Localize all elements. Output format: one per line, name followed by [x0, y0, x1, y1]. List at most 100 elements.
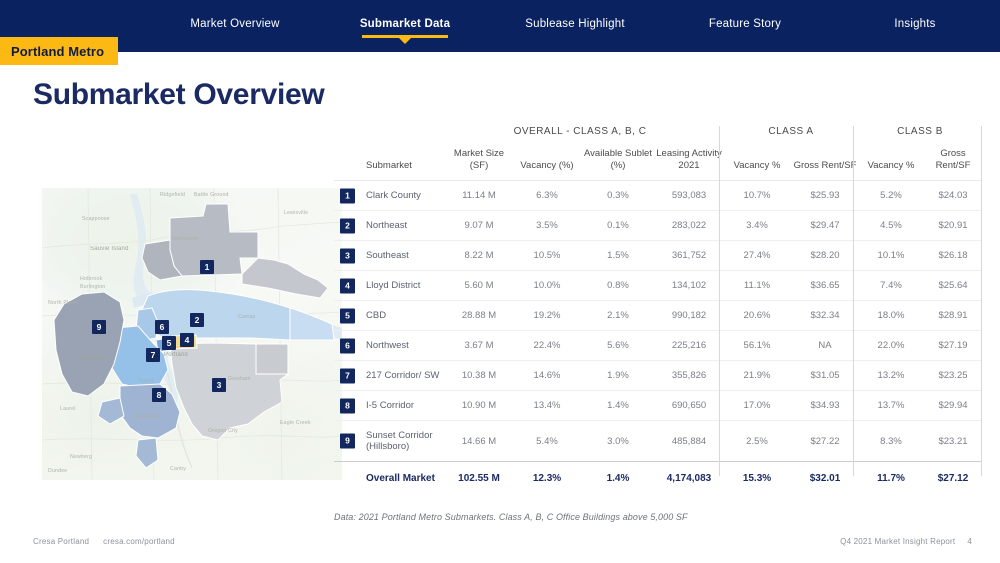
table-row[interactable]: 9 Sunset Corridor (Hillsboro) 14.66 M 5.4% 3…: [334, 420, 982, 462]
cell-a-rent: $32.34: [792, 300, 858, 331]
col-header-market-size: Market Size (SF): [453, 148, 505, 171]
chevron-down-icon: [399, 38, 411, 44]
cell-market-size: 10.90 M: [444, 390, 514, 421]
divider-class-b: [853, 126, 854, 476]
group-header-class-a: CLASS A: [768, 126, 814, 137]
cell-market-size: 3.67 M: [444, 330, 514, 361]
cell-market-size: 8.22 M: [444, 240, 514, 271]
table-group-header-row: OVERALL - CLASS A, B, C CLASS A CLASS B: [334, 126, 982, 148]
row-number-badge: 2: [340, 218, 355, 233]
map-marker-4[interactable]: 4: [180, 333, 194, 347]
top-navigation-bar: Market Overview Submarket Data Sublease Hi…: [0, 0, 1000, 52]
map-place-label: Lewisville: [284, 210, 309, 216]
cell-total-available-sublet: 1.4%: [580, 461, 656, 494]
cell-submarket: 3 Southeast: [334, 240, 444, 271]
cell-a-vacancy: 20.6%: [722, 300, 792, 331]
map-region-8b: [97, 397, 125, 425]
footer-website[interactable]: cresa.com/portland: [103, 537, 175, 546]
map-place-label: Tigard: [138, 378, 154, 384]
map-marker-1[interactable]: 1: [200, 260, 214, 274]
nav-tab-label: Sublease Highlight: [525, 18, 625, 30]
table-row[interactable]: 3 Southeast 8.22 M 10.5% 1.5% 361,752 27.4% $28…: [334, 240, 982, 271]
market-badge: Portland Metro: [0, 37, 119, 65]
cell-b-vacancy: 7.4%: [858, 270, 924, 301]
cell-b-rent: $28.91: [924, 300, 982, 331]
nav-tab-feature-story[interactable]: Feature Story: [660, 0, 830, 30]
nav-tab-submarket-data[interactable]: Submarket Data: [320, 0, 490, 44]
cell-a-vacancy: 11.1%: [722, 270, 792, 301]
table-row[interactable]: 1 Clark County 11.14 M 6.3% 0.3% 593,083 10.7%…: [334, 180, 982, 211]
footer-report-title: Q4 2021 Market Insight Report: [840, 537, 956, 546]
cell-a-vacancy: 27.4%: [722, 240, 792, 271]
submarket-label: Northwest: [366, 340, 409, 351]
cell-a-vacancy: 2.5%: [722, 420, 792, 462]
cell-b-vacancy: 18.0%: [858, 300, 924, 331]
cell-vacancy: 10.5%: [514, 240, 580, 271]
map-marker-2[interactable]: 2: [190, 313, 204, 327]
nav-tab-sublease-highlight[interactable]: Sublease Highlight: [490, 0, 660, 30]
map-region-8c: [135, 437, 159, 469]
cell-b-vacancy: 10.1%: [858, 240, 924, 271]
col-header-vacancy: Vacancy (%): [520, 159, 574, 171]
nav-tab-label: Submarket Data: [359, 18, 451, 30]
submarket-label: Lloyd District: [366, 280, 421, 291]
submarket-map[interactable]: Sauvie Island Scappoose Holbrook Burling…: [42, 188, 342, 480]
map-marker-8[interactable]: 8: [152, 388, 166, 402]
table-row[interactable]: 2 Northeast 9.07 M 3.5% 0.1% 283,022 3.4% $29.4…: [334, 210, 982, 241]
table-row[interactable]: 5 CBD 28.88 M 19.2% 2.1% 990,182 20.6% $32.34 18…: [334, 300, 982, 331]
cell-total-b-rent: $27.12: [924, 461, 982, 494]
cell-submarket: 1 Clark County: [334, 180, 444, 211]
table-row[interactable]: 4 Lloyd District 5.60 M 10.0% 0.8% 134,102 11.…: [334, 270, 982, 301]
map-place-label: Sauvie Island: [90, 246, 129, 252]
table-total-row: Overall Market 102.55 M 12.3% 1.4% 4,174,083…: [334, 461, 982, 494]
nav-tab-insights[interactable]: Insights: [830, 0, 1000, 30]
cell-b-rent: $23.21: [924, 420, 982, 462]
map-place-label: Holbrook: [80, 276, 103, 282]
cell-b-vacancy: 13.7%: [858, 390, 924, 421]
cell-a-vacancy: 21.9%: [722, 360, 792, 391]
submarket-table-container: OVERALL - CLASS A, B, C CLASS A CLASS B: [334, 126, 982, 494]
cell-available-sublet: 1.9%: [580, 360, 656, 391]
table-row[interactable]: 8 I-5 Corridor 10.90 M 13.4% 1.4% 690,650 17.0…: [334, 390, 982, 421]
map-place-label: North Plains: [48, 300, 79, 306]
cell-b-rent: $24.03: [924, 180, 982, 211]
map-place-label: Portland: [164, 352, 188, 358]
nav-tab-market-overview[interactable]: Market Overview: [150, 0, 320, 30]
map-place-label: Vancouver: [172, 236, 199, 242]
cell-a-vacancy: 56.1%: [722, 330, 792, 361]
map-place-label: Camas: [238, 314, 256, 320]
footer-page-number: 4: [967, 537, 972, 546]
row-number-badge: 5: [340, 308, 355, 323]
cell-leasing-activity: 990,182: [656, 300, 722, 331]
footer-company: Cresa Portland: [33, 537, 90, 546]
row-number-badge: 8: [340, 398, 355, 413]
nav-tab-label: Insights: [894, 18, 936, 30]
col-header-available-sublet: Available Sublet (%): [584, 148, 652, 171]
cell-total-vacancy: 12.3%: [514, 461, 580, 494]
cell-vacancy: 3.5%: [514, 210, 580, 241]
table-row[interactable]: 6 Northwest 3.67 M 22.4% 5.6% 225,216 56.1% NA 2…: [334, 330, 982, 361]
cell-market-size: 5.60 M: [444, 270, 514, 301]
map-marker-3[interactable]: 3: [212, 378, 226, 392]
table-row[interactable]: 7 217 Corridor/ SW 10.38 M 14.6% 1.9% 355,826…: [334, 360, 982, 391]
cell-leasing-activity: 361,752: [656, 240, 722, 271]
table-footnote: Data: 2021 Portland Metro Submarkets. Cl…: [334, 512, 688, 522]
cell-market-size: 10.38 M: [444, 360, 514, 391]
map-marker-9[interactable]: 9: [92, 320, 106, 334]
cell-available-sublet: 1.5%: [580, 240, 656, 271]
submarket-table: Submarket Market Size (SF) Vacancy (%) A…: [334, 148, 982, 494]
map-place-label: Oregon City: [208, 428, 238, 434]
divider-class-a: [719, 126, 720, 476]
map-marker-5[interactable]: 5: [162, 336, 176, 350]
cell-available-sublet: 3.0%: [580, 420, 656, 462]
submarket-label: CBD: [366, 310, 387, 321]
map-region-8: [119, 383, 181, 439]
group-header-class-b: CLASS B: [897, 126, 943, 137]
cell-total-leasing-activity: 4,174,083: [656, 461, 722, 494]
nav-tab-label: Market Overview: [190, 18, 280, 30]
footer-left: Cresa Portland cresa.com/portland: [33, 537, 175, 546]
map-marker-6[interactable]: 6: [155, 320, 169, 334]
cell-available-sublet: 1.4%: [580, 390, 656, 421]
map-marker-7[interactable]: 7: [146, 348, 160, 362]
row-number-badge: 4: [340, 278, 355, 293]
